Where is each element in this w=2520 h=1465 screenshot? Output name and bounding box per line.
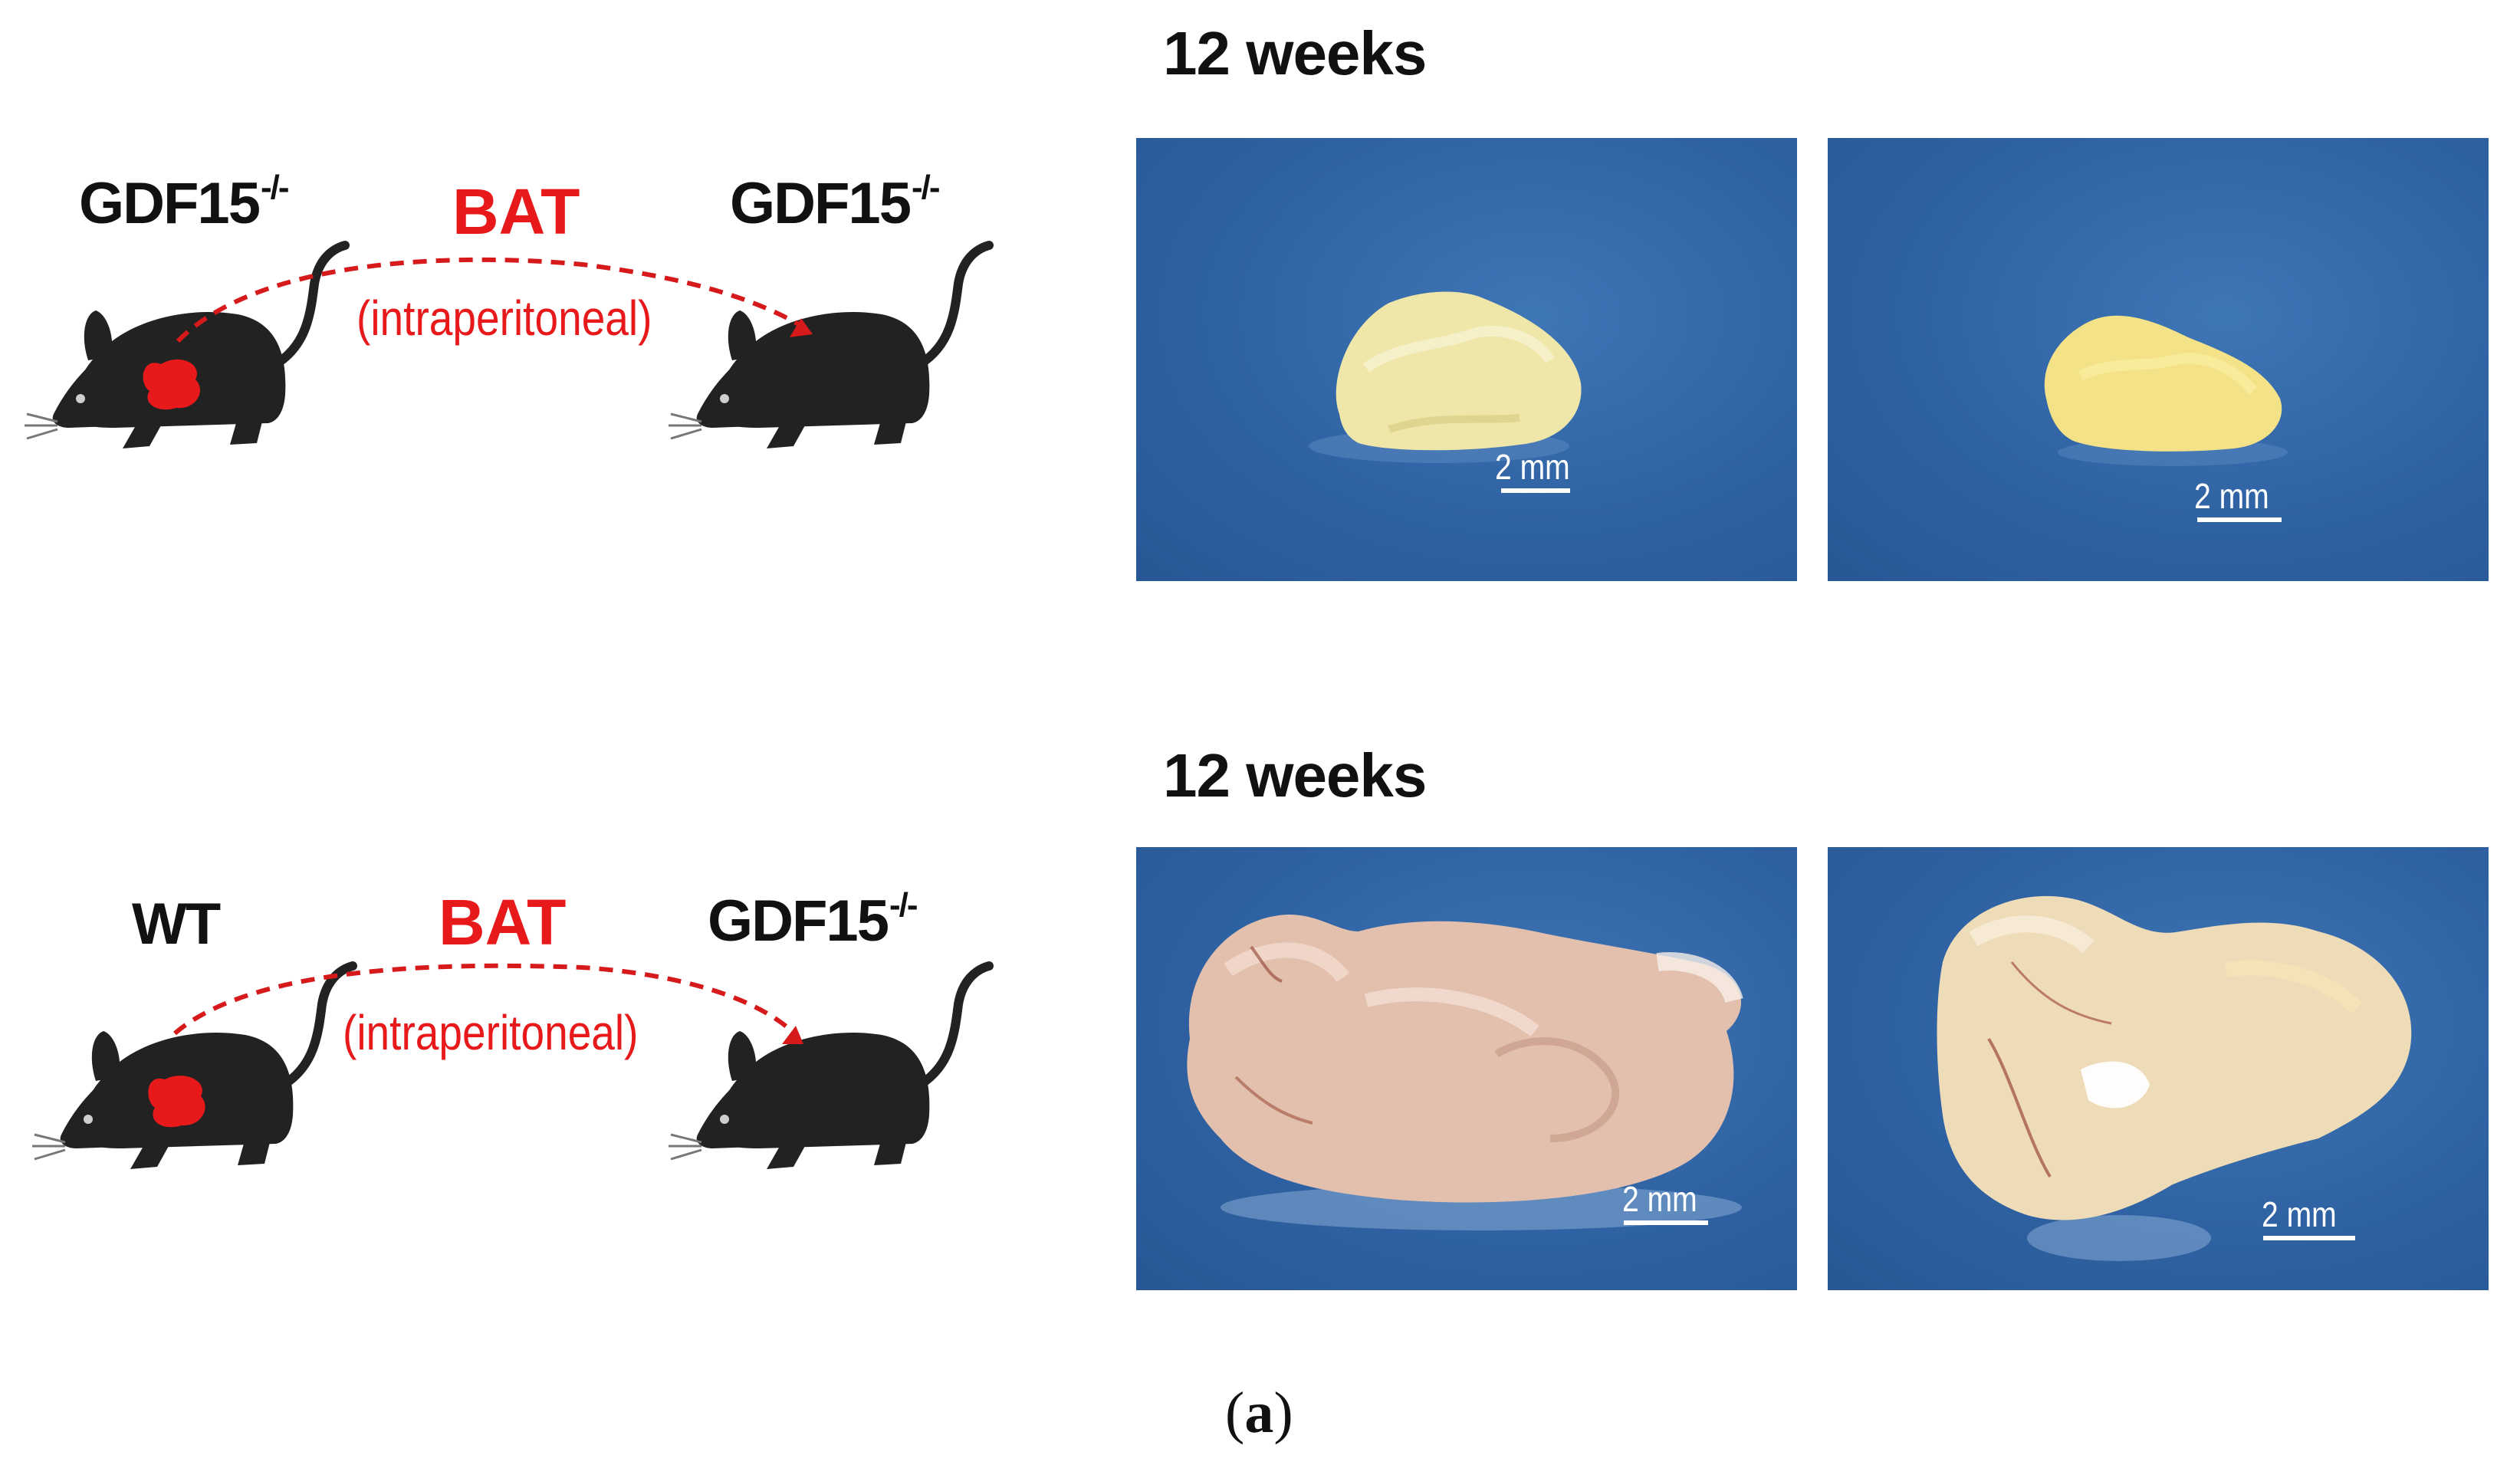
graft-label: BAT	[452, 176, 580, 248]
route-label: (intraperitoneal)	[343, 1005, 639, 1060]
arrowhead-icon	[790, 318, 813, 337]
graft-photo-row2-1: 2 mm	[1136, 847, 1797, 1290]
panel-label: (a)	[1225, 1381, 1293, 1445]
graft-tissue-image	[1937, 895, 2412, 1261]
scale-bar-label: 2 mm	[2262, 1194, 2337, 1234]
route-label: (intraperitoneal)	[356, 291, 652, 346]
graft-photo-row1-1: 2 mm	[1136, 138, 1797, 581]
graft-label: BAT	[439, 886, 567, 958]
graft-tissue-image	[2044, 315, 2288, 466]
arrowhead-icon	[782, 1026, 803, 1044]
scale-bar	[2197, 517, 2282, 522]
recipient-label: GDF15-/-	[730, 168, 940, 236]
recipient-label: GDF15-/-	[708, 885, 918, 954]
graft-tissue-image	[1187, 914, 1743, 1230]
scale-bar	[1624, 1220, 1708, 1225]
scale-bar-label: 2 mm	[1622, 1179, 1697, 1219]
scale-bar-label: 2 mm	[2194, 476, 2269, 516]
graft-photo-row1-2: 2 mm	[1828, 138, 2489, 581]
transfer-arrow	[173, 963, 803, 1044]
graft-photo-row2-2: 2 mm	[1828, 847, 2489, 1290]
donor-mouse-icon	[23, 230, 360, 460]
scale-bar-label: 2 mm	[1495, 447, 1570, 487]
time-label-row-1: 12 weeks	[1163, 19, 1427, 87]
transfer-arrow	[176, 257, 813, 343]
donor-mouse-icon	[31, 951, 368, 1181]
time-label-row-2: 12 weeks	[1163, 741, 1427, 810]
scale-bar	[1501, 488, 1570, 493]
bat-depot-icon	[143, 359, 200, 410]
donor-label: GDF15-/-	[79, 168, 289, 236]
bat-depot-icon	[148, 1076, 205, 1128]
donor-label: WT	[132, 892, 221, 957]
scale-bar	[2263, 1236, 2355, 1240]
graft-tissue-image	[1309, 291, 1582, 463]
